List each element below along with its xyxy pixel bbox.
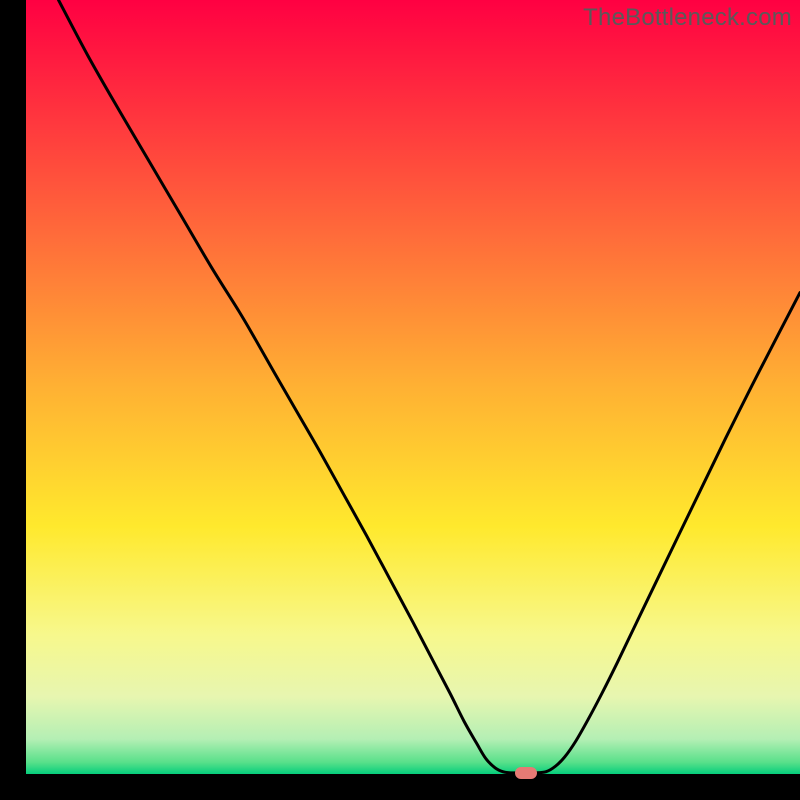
bottleneck-curve [26, 0, 800, 774]
watermark-text: TheBottleneck.com [583, 4, 792, 32]
optimal-marker [515, 767, 537, 779]
plot-area: TheBottleneck.com [26, 0, 800, 774]
